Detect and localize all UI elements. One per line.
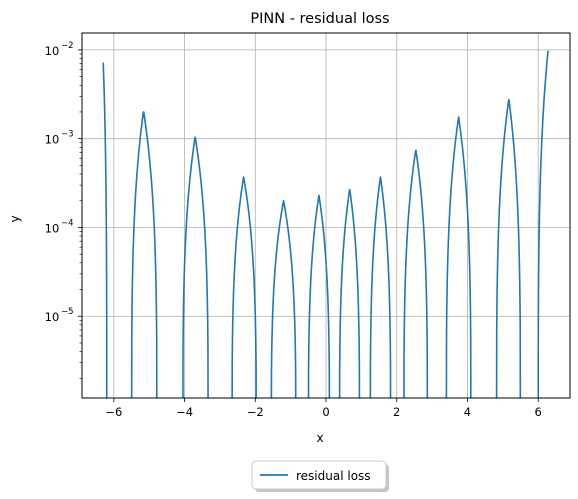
x-tick-label: 0 <box>322 405 329 419</box>
series-line-segment <box>338 188 361 398</box>
series-line-segment <box>231 176 257 398</box>
series-line-segment <box>369 176 392 398</box>
x-tick-label: −4 <box>176 405 193 419</box>
y-tick-label: 10 −3 <box>45 130 74 147</box>
x-axis: −6 −4 −2 0 2 4 6 <box>105 398 542 419</box>
legend-label: residual loss <box>296 469 371 483</box>
y-tick-label: 10 −4 <box>45 218 74 235</box>
x-axis-label: x <box>316 431 323 445</box>
x-tick-label: −6 <box>105 405 122 419</box>
chart-title: PINN - residual loss <box>250 11 389 27</box>
y-tick-exponent: −5 <box>61 307 74 317</box>
series-line-segment <box>403 149 429 398</box>
y-tick-exponent: −3 <box>61 130 74 140</box>
y-tick-base: 10 <box>45 133 60 147</box>
series-line-segment <box>495 98 522 398</box>
y-axis: 10−510−410−310−2 <box>45 41 82 379</box>
plot-area <box>102 50 549 398</box>
x-tick-label: 6 <box>535 405 542 419</box>
x-tick-label: 4 <box>464 405 471 419</box>
y-tick-exponent: −2 <box>61 41 74 51</box>
y-tick-base: 10 <box>45 310 60 324</box>
series-line-segment <box>270 199 297 398</box>
series-line-segment <box>445 116 472 398</box>
y-tick-base: 10 <box>45 44 60 58</box>
y-tick-base: 10 <box>45 221 60 235</box>
x-tick-label: 2 <box>393 405 400 419</box>
y-tick-label: 10 −5 <box>45 307 74 324</box>
series-line-segment <box>537 50 549 398</box>
y-tick-exponent: −4 <box>61 218 74 228</box>
series-line-segment <box>102 62 108 398</box>
legend: residual loss <box>251 460 389 492</box>
series-line-segment <box>307 194 331 398</box>
series-line-segment <box>182 136 209 398</box>
series-line-segment <box>130 111 158 398</box>
x-tick-label: −2 <box>247 405 264 419</box>
y-axis-label: y <box>8 215 22 222</box>
y-tick-label: 10 −2 <box>45 41 74 58</box>
